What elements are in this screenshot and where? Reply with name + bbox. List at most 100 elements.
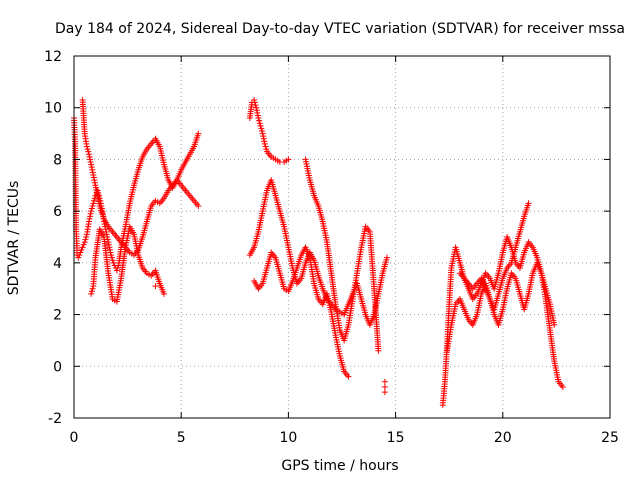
data-point [375,347,382,354]
data-point [105,239,112,246]
data-point [260,135,267,142]
chart-title: Day 184 of 2024, Sidereal Day-to-day VTE… [55,21,625,37]
data-point [89,202,96,209]
data-point [102,226,109,233]
x-axis-title: GPS time / hours [281,458,398,474]
data-point [86,153,93,160]
data-point [77,249,84,256]
data-point [89,166,96,173]
y-tick-label: 8 [53,152,62,168]
data-point [381,378,388,385]
data-point [103,228,110,235]
data-point [260,133,267,140]
data-point [285,156,292,163]
data-point [91,179,98,186]
data-point [253,107,260,114]
data-point [195,130,202,137]
data-point [258,125,265,132]
data-point [252,102,259,109]
data-point [108,254,115,261]
y-tick-label: 2 [53,308,62,324]
data-point [87,159,94,166]
data-point [88,290,95,297]
data-point [114,265,121,272]
data-point [88,205,95,212]
data-point [84,146,91,153]
x-tick-label: 25 [601,430,619,446]
plot-frame [73,55,611,419]
data-point [108,252,115,259]
x-tick-label: 20 [494,430,512,446]
x-tick-label: 10 [279,430,297,446]
y-tick-label: 10 [44,101,62,117]
data-point [251,99,258,106]
data-markers [71,96,566,409]
data-point [90,174,97,181]
x-tick-label: 0 [70,430,79,446]
data-point [78,246,85,253]
data-point [87,210,94,217]
x-tick-label: 15 [387,430,405,446]
data-point [106,246,113,253]
data-point [559,383,566,390]
data-point [81,239,88,246]
y-tick-label: -2 [48,411,62,427]
data-point [254,109,261,116]
data-point [254,112,261,119]
y-tick-label: 0 [53,359,62,375]
data-point [152,283,159,290]
data-point [103,231,110,238]
data-point [80,241,87,248]
data-point [90,200,97,207]
data-point [88,208,95,215]
data-point [75,254,82,261]
data-point [90,171,97,178]
data-point [79,244,86,251]
data-point [253,104,260,111]
data-point [83,143,90,150]
y-axis-title: SDTVAR / TECUs [6,181,22,296]
data-point [257,122,264,129]
data-point [88,161,95,168]
y-tick-label: 12 [44,49,62,65]
data-point [91,195,98,202]
data-point [82,236,89,243]
data-point [89,285,96,292]
data-point [91,177,98,184]
data-point [551,321,558,328]
axis-ticks: 0 5 10 15 20 25 -2 0 2 4 6 8 10 12 [44,49,619,446]
data-point [384,254,391,261]
data-point [86,218,93,225]
data-point [88,164,95,171]
data-point [91,197,98,204]
data-point [195,202,202,209]
data-point [109,257,116,264]
data-point [256,117,263,124]
data-point [525,200,532,207]
y-tick-label: 6 [53,204,62,220]
data-point [86,151,93,158]
data-point [258,127,265,134]
data-point [105,241,112,248]
data-point [261,138,268,145]
data-point [83,234,90,240]
data-point [86,215,93,222]
data-point [381,389,388,396]
data-point [88,288,95,295]
data-point [261,140,268,147]
data-point [106,244,113,251]
data-point [85,148,92,155]
data-point [161,290,168,297]
data-point [263,146,270,153]
y-tick-label: 4 [53,256,62,272]
data-point [256,120,263,127]
data-point [251,96,258,103]
data-point [259,130,266,137]
data-point [76,252,83,259]
data-point [87,213,94,220]
data-point [255,115,262,122]
data-point [110,259,117,266]
data-point [381,383,388,390]
x-tick-label: 5 [177,430,186,446]
